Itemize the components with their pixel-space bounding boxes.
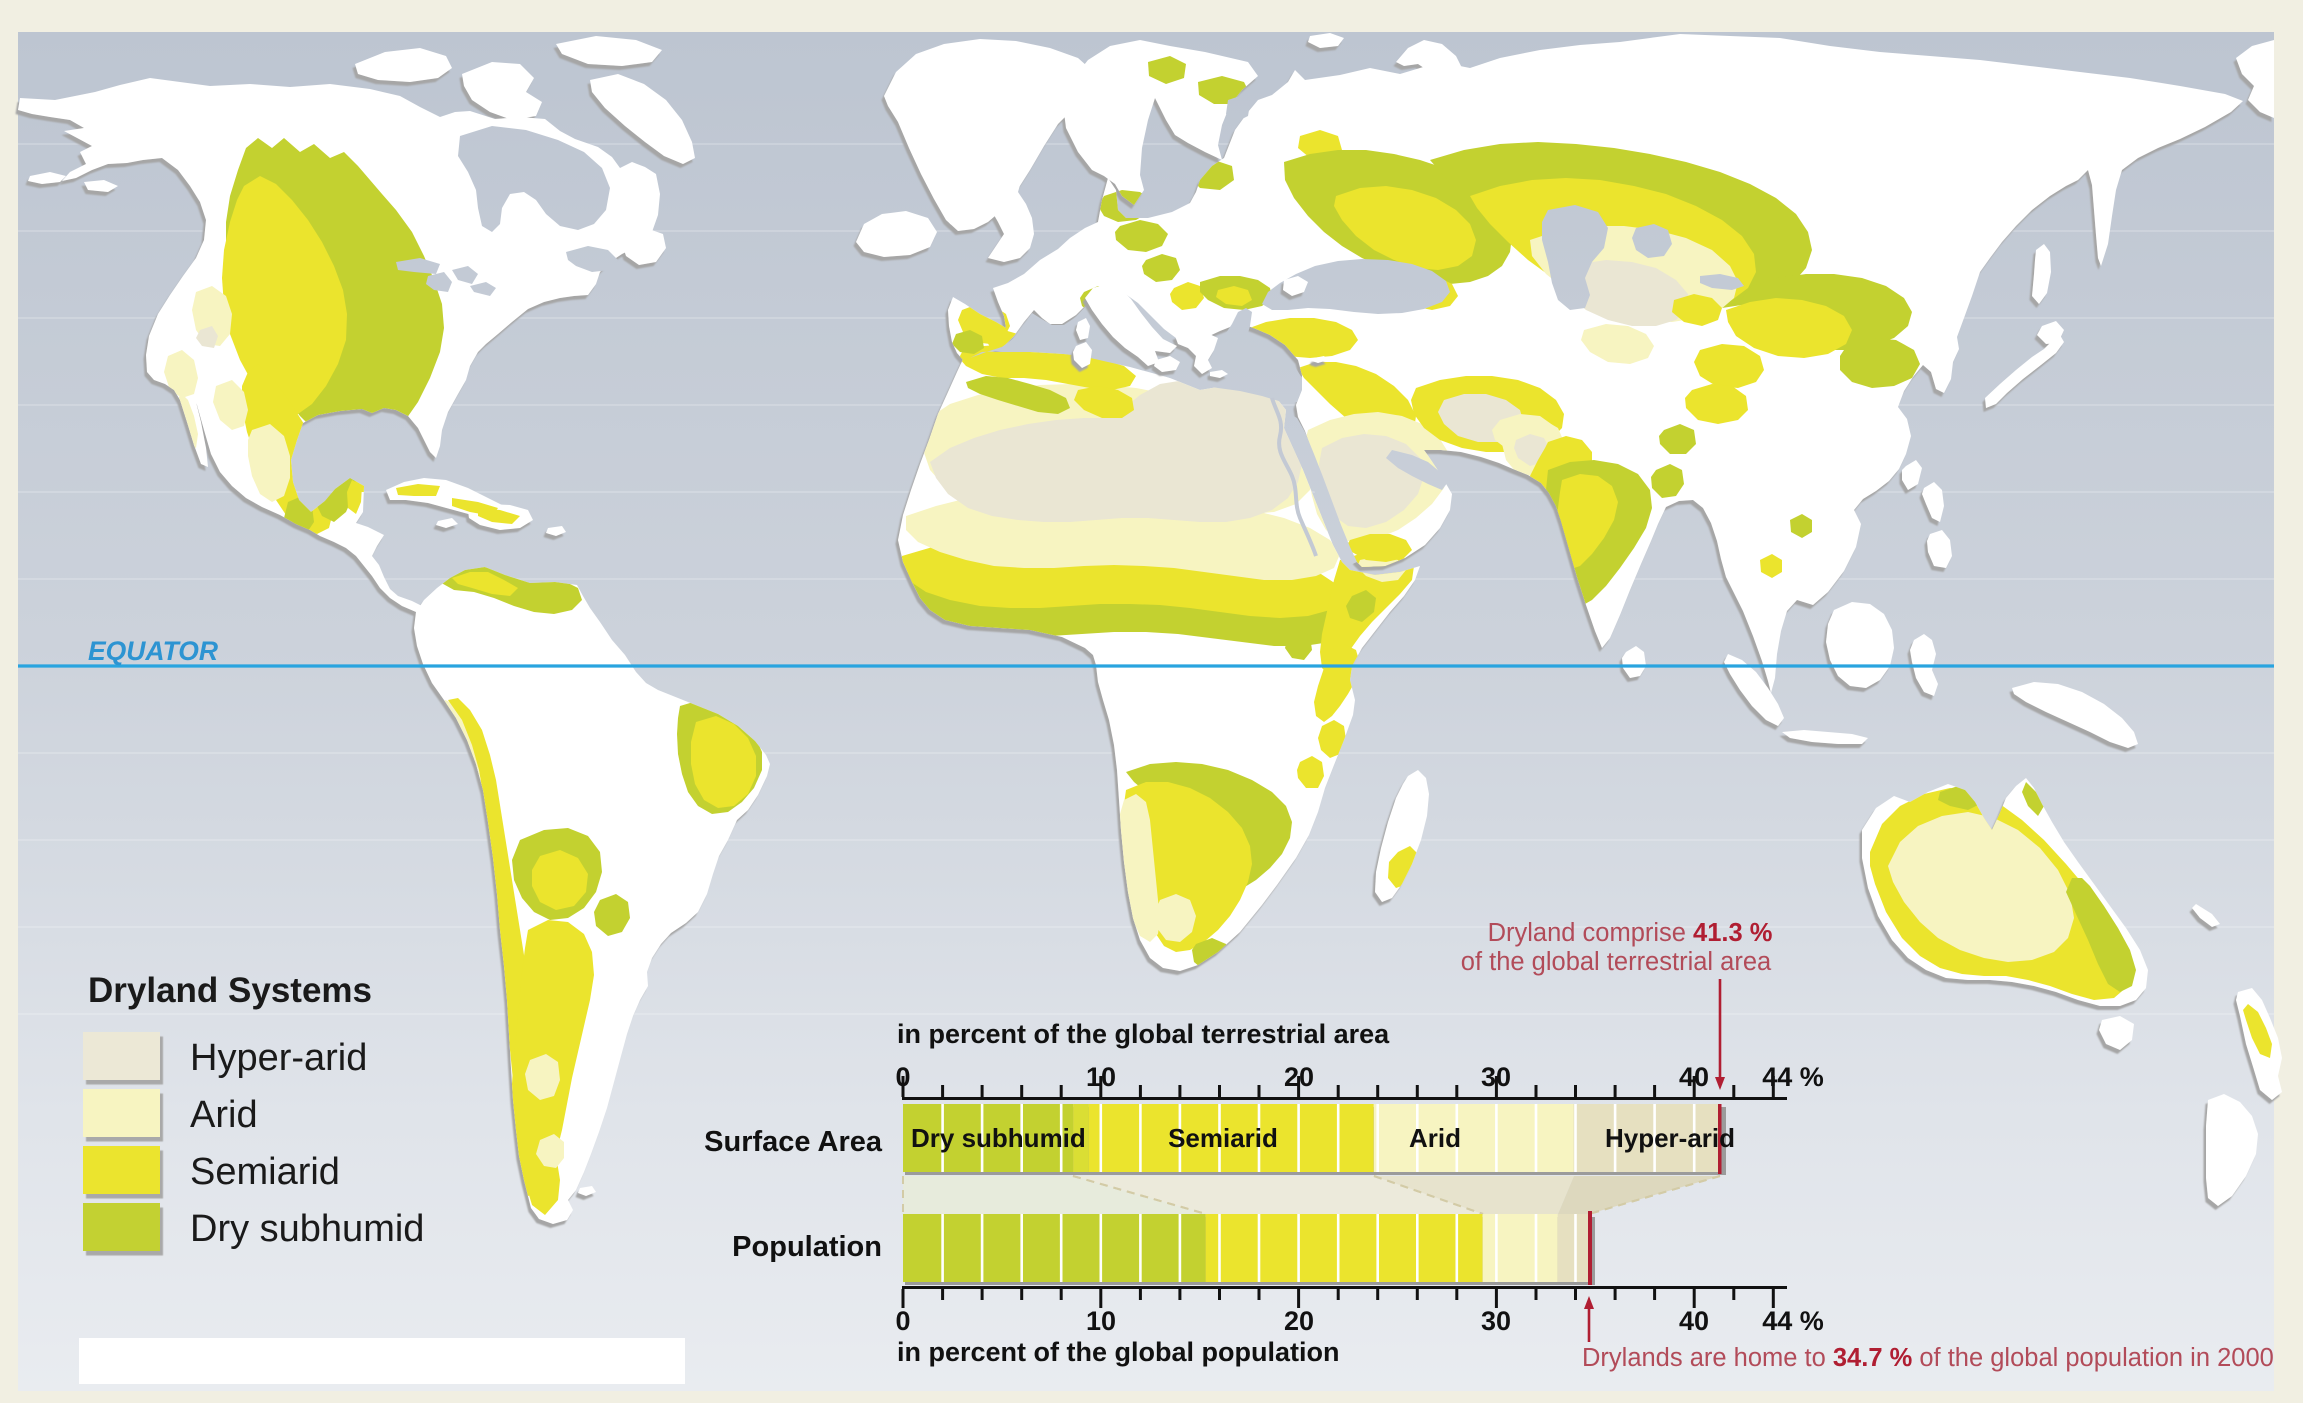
svg-text:10: 10 bbox=[1086, 1062, 1116, 1092]
svg-text:10: 10 bbox=[1086, 1306, 1116, 1336]
svg-text:44 %: 44 % bbox=[1762, 1062, 1824, 1092]
svg-text:Arid: Arid bbox=[190, 1094, 258, 1136]
svg-text:40: 40 bbox=[1679, 1062, 1709, 1092]
svg-text:EQUATOR: EQUATOR bbox=[88, 636, 218, 666]
svg-text:30: 30 bbox=[1481, 1062, 1511, 1092]
svg-text:Dry subhumid: Dry subhumid bbox=[911, 1123, 1086, 1153]
svg-text:Surface Area: Surface Area bbox=[704, 1126, 883, 1158]
svg-text:Arid: Arid bbox=[1409, 1123, 1461, 1153]
svg-text:Population: Population bbox=[732, 1231, 882, 1263]
svg-text:Semiarid: Semiarid bbox=[1168, 1123, 1278, 1153]
svg-text:Dry subhumid: Dry subhumid bbox=[190, 1208, 424, 1250]
svg-text:in percent of the global terre: in percent of the global terrestrial are… bbox=[897, 1019, 1390, 1049]
svg-text:30: 30 bbox=[1481, 1306, 1511, 1336]
svg-text:Drylands are home to 34.7 % of: Drylands are home to 34.7 % of the globa… bbox=[1582, 1344, 2274, 1372]
svg-text:0: 0 bbox=[895, 1306, 910, 1336]
svg-text:Semiarid: Semiarid bbox=[190, 1151, 340, 1193]
svg-text:in percent of the global popul: in percent of the global population bbox=[897, 1337, 1339, 1367]
svg-text:20: 20 bbox=[1284, 1306, 1314, 1336]
svg-text:of the global terrestrial area: of the global terrestrial area bbox=[1461, 948, 1772, 976]
svg-text:40: 40 bbox=[1679, 1306, 1709, 1336]
svg-text:Dryland Systems: Dryland Systems bbox=[88, 971, 372, 1010]
svg-text:0: 0 bbox=[895, 1062, 910, 1092]
svg-text:Dryland comprise 41.3 %: Dryland comprise 41.3 % bbox=[1488, 919, 1773, 947]
svg-text:Hyper-arid: Hyper-arid bbox=[190, 1037, 367, 1079]
svg-text:44 %: 44 % bbox=[1762, 1306, 1824, 1336]
svg-text:20: 20 bbox=[1284, 1062, 1314, 1092]
svg-text:Hyper-arid: Hyper-arid bbox=[1605, 1123, 1735, 1153]
